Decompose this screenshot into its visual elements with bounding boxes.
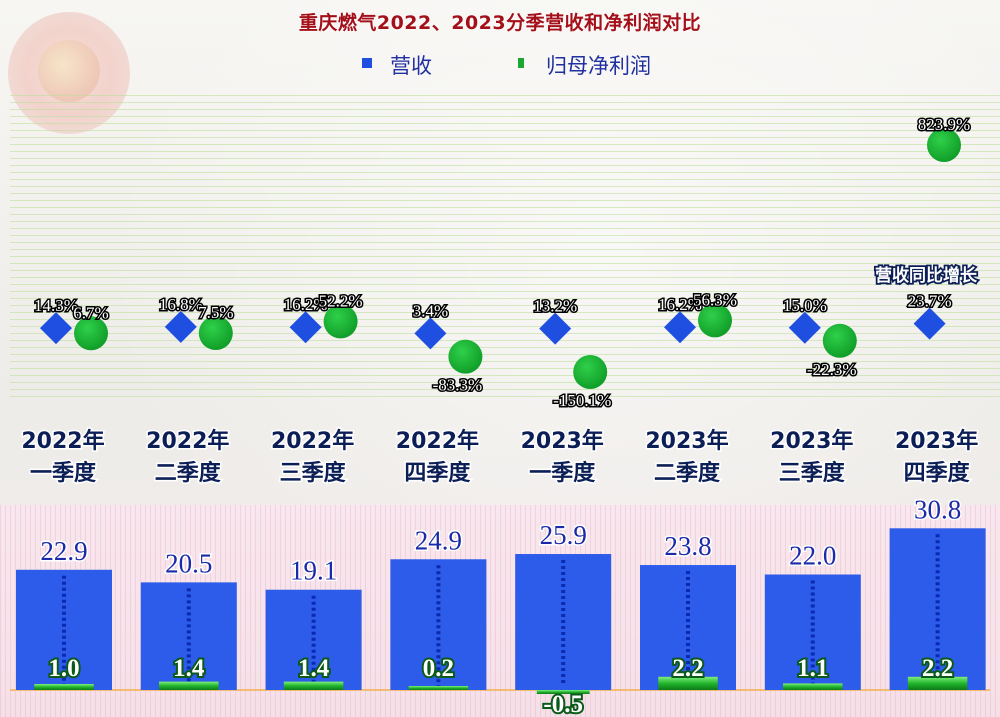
- profit-growth-label: 6.7%: [73, 303, 108, 322]
- profit-bar: [907, 676, 968, 690]
- legend-profit-label: 归母净利润: [546, 54, 651, 78]
- revenue-growth-label: 13.2%: [533, 297, 577, 316]
- category-label: 2022年四季度: [396, 428, 479, 486]
- profit-bar: [783, 683, 843, 690]
- revenue-growth-marker: [664, 311, 696, 344]
- profit-value-label: 0.2: [423, 655, 454, 682]
- revenue-growth-marker: [40, 312, 72, 345]
- category-label: 2023年三季度: [770, 428, 853, 486]
- revenue-growth-marker: [788, 311, 821, 344]
- legend-revenue-swatch: [362, 58, 372, 68]
- revenue-value-label: 19.1: [290, 556, 337, 586]
- revenue-growth-marker: [164, 310, 197, 343]
- revenue-value-label: 25.9: [540, 520, 587, 550]
- profit-growth-label: 7.5%: [198, 303, 233, 322]
- revenue-growth-label: 3.4%: [413, 301, 448, 320]
- profit-growth-label: 52.2%: [319, 291, 363, 310]
- profit-bar: [159, 681, 219, 690]
- profit-growth-marker: [927, 128, 961, 162]
- profit-growth-marker: [198, 316, 233, 351]
- profit-growth-label: 56.3%: [693, 290, 737, 309]
- profit-bar: [34, 684, 94, 690]
- category-label: 2022年三季度: [271, 428, 354, 486]
- profit-value-label: 1.4: [173, 655, 205, 682]
- revenue-growth-label: 16.8%: [159, 295, 203, 314]
- profit-value-label: 1.0: [48, 655, 79, 682]
- revenue-growth-marker: [539, 312, 572, 345]
- profit-growth-marker: [822, 323, 857, 358]
- profit-bar: [283, 681, 344, 690]
- profit-value-label: 1.4: [298, 655, 330, 682]
- legend-revenue-label: 营收: [390, 54, 432, 78]
- profit-value-label: 1.1: [797, 655, 828, 682]
- category-label: 2023年四季度: [895, 428, 978, 486]
- profit-bar: [536, 690, 590, 694]
- revenue-growth-label: 16.2%: [658, 295, 702, 314]
- profit-growth-marker: [698, 303, 732, 338]
- profit-value-label: -0.5: [543, 691, 583, 717]
- category-label: 2022年二季度: [146, 428, 229, 486]
- category-label: 2022年一季度: [21, 428, 104, 486]
- revenue-value-label: 22.0: [789, 541, 836, 571]
- revenue-growth-marker: [289, 311, 322, 344]
- category-label: 2023年二季度: [645, 428, 728, 486]
- profit-growth-label: -150.1%: [553, 391, 611, 410]
- revenue-growth-label: 23.7%: [908, 292, 952, 311]
- profit-growth-label: 823.9%: [918, 115, 970, 134]
- profit-growth-marker: [74, 316, 108, 351]
- chart-title: 重庆燃气2022、2023分季营收和净利润对比: [298, 12, 702, 34]
- profit-growth-marker: [323, 304, 358, 339]
- profit-bar: [658, 676, 718, 690]
- profit-growth-label: -22.3%: [807, 360, 857, 379]
- category-label: 2023年一季度: [521, 428, 604, 486]
- revenue-growth-label: 16.2%: [284, 295, 328, 314]
- profit-growth-marker: [573, 355, 608, 389]
- revenue-growth-label: 14.3%: [34, 296, 78, 315]
- profit-growth-marker: [448, 339, 483, 374]
- callout-label: 营收同比增长: [875, 265, 978, 286]
- revenue-value-label: 22.9: [40, 536, 87, 566]
- revenue-growth-label: 15.0%: [783, 296, 827, 315]
- revenue-value-label: 24.9: [415, 525, 462, 555]
- revenue-value-label: 20.5: [165, 548, 212, 578]
- revenue-value-label: 23.8: [664, 531, 711, 561]
- revenue-growth-marker: [913, 307, 946, 340]
- legend-profit-swatch: [518, 58, 524, 68]
- profit-bar: [408, 686, 469, 690]
- profit-growth-label: -83.3%: [433, 376, 483, 395]
- profit-value-label: 2.2: [672, 655, 703, 682]
- profit-value-label: 2.2: [922, 655, 953, 682]
- revenue-growth-marker: [414, 317, 447, 350]
- revenue-value-label: 30.8: [914, 494, 961, 524]
- revenue-bar: [140, 582, 237, 690]
